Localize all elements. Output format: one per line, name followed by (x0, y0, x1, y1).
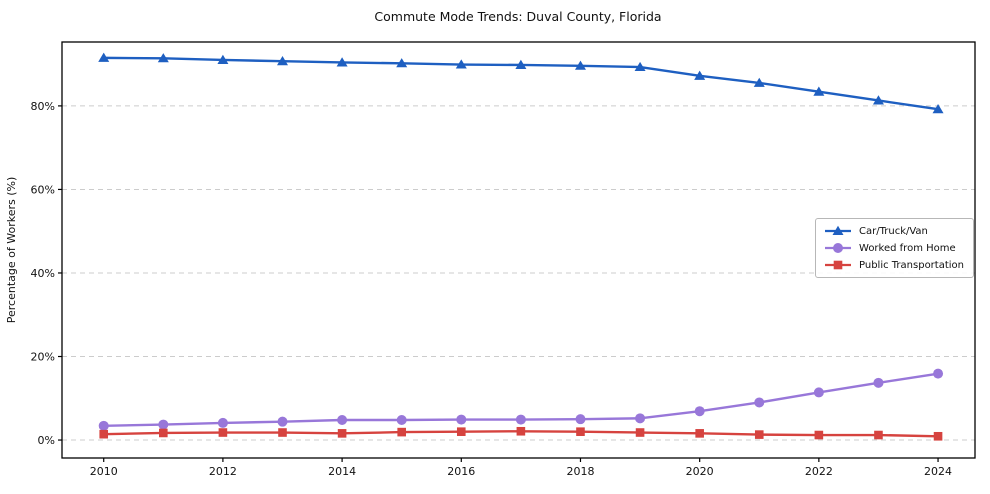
square-marker (833, 260, 843, 270)
y-tick-label: 40% (31, 267, 55, 280)
triangle-marker (634, 61, 646, 72)
circle-marker (217, 417, 228, 428)
legend-entry: Car/Truck/Van (823, 224, 964, 238)
square-marker (159, 428, 168, 438)
circle-marker (456, 414, 467, 425)
y-tick-label: 80% (31, 100, 55, 113)
triangle-marker (98, 52, 110, 62)
chart-title: Commute Mode Trends: Duval County, Flori… (374, 9, 661, 24)
triangle-marker (872, 95, 884, 105)
legend-entry: Public Transportation (823, 258, 964, 272)
circle-marker (277, 416, 288, 427)
triangle-marker (217, 54, 229, 64)
circle-marker (694, 406, 705, 417)
series-car-truck-van (98, 52, 944, 114)
triangle-marker (396, 58, 408, 68)
triangle-marker (832, 225, 844, 235)
square-marker (635, 428, 645, 437)
square-marker (576, 427, 585, 436)
y-tick-label: 60% (31, 183, 55, 196)
square-marker (695, 429, 704, 438)
data-series (98, 52, 944, 441)
circle-marker (515, 414, 526, 425)
triangle-marker (753, 77, 765, 87)
x-tick-label: 2018 (566, 465, 594, 478)
circle-marker (575, 414, 586, 425)
x-tick-label: 2022 (805, 465, 833, 478)
square-marker (516, 426, 526, 436)
circle-marker (754, 397, 765, 408)
legend-triangle-icon (825, 225, 852, 235)
square-marker (933, 431, 943, 441)
square-marker (456, 427, 466, 436)
legend: Car/Truck/Van Worked from Home Public Tran… (815, 218, 974, 278)
x-tick-label: 2016 (447, 465, 475, 478)
y-tick-label: 0% (38, 434, 55, 447)
square-marker (397, 427, 406, 437)
triangle-marker (336, 57, 348, 67)
legend-label: Public Transportation (859, 259, 964, 271)
triangle-marker (277, 56, 289, 66)
series-public-transportation (99, 426, 943, 441)
series-worked-from-home (98, 368, 944, 431)
circle-marker (833, 243, 844, 253)
square-marker (337, 429, 347, 438)
x-tick-label: 2010 (90, 465, 118, 478)
circle-marker (873, 377, 884, 388)
circle-marker (158, 419, 169, 430)
axes-border (61, 41, 976, 459)
square-marker (814, 430, 824, 440)
x-tick-label: 2024 (924, 465, 952, 478)
square-marker (754, 430, 764, 439)
circle-marker (933, 368, 944, 379)
triangle-marker (157, 53, 169, 63)
circle-marker (813, 387, 824, 398)
square-marker (874, 430, 883, 440)
triangle-marker (574, 60, 586, 70)
circle-marker (635, 413, 646, 424)
x-tick-label: 2020 (686, 465, 714, 478)
circle-marker (98, 420, 109, 431)
triangle-marker (932, 104, 944, 114)
triangle-marker (813, 86, 825, 96)
triangle-marker (515, 59, 527, 69)
triangle-marker (455, 59, 467, 69)
legend-circle-icon (825, 243, 852, 253)
legend-label: Worked from Home (859, 242, 956, 254)
tick-labels: 0% 20% 40% 60% 80% 2010 2012 2014 2016 2018 2020 20… (31, 100, 953, 478)
square-marker (99, 429, 109, 439)
legend-label: Car/Truck/Van (859, 225, 928, 237)
y-axis-label: Percentage of Workers (%) (5, 177, 18, 324)
square-marker (278, 428, 287, 437)
triangle-marker (694, 70, 706, 80)
axis-ticks (58, 105, 939, 462)
circle-marker (396, 414, 407, 425)
y-tick-label: 20% (31, 351, 55, 364)
x-tick-label: 2012 (209, 465, 237, 478)
legend-entry: Worked from Home (823, 241, 964, 255)
legend-square-icon (825, 260, 852, 270)
square-marker (218, 428, 228, 437)
circle-marker (337, 414, 348, 425)
x-tick-label: 2014 (328, 465, 356, 478)
